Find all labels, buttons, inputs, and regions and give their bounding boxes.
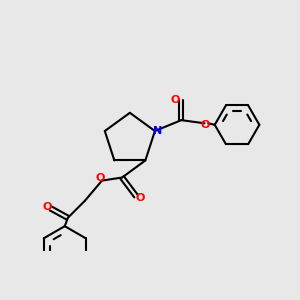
Text: O: O — [96, 173, 105, 183]
Text: O: O — [171, 95, 180, 105]
Text: O: O — [200, 120, 210, 130]
Text: O: O — [42, 202, 52, 212]
Text: O: O — [135, 193, 144, 203]
Text: N: N — [153, 126, 162, 136]
